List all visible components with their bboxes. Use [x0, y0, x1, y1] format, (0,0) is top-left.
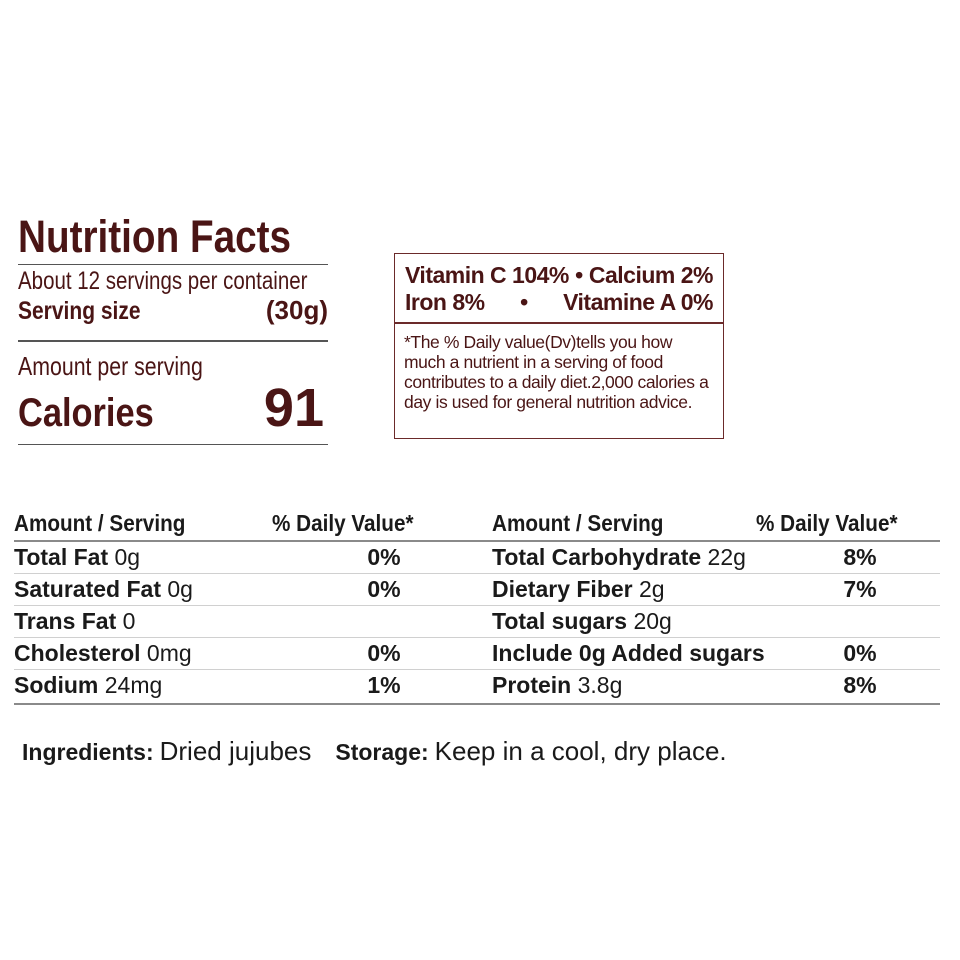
amount-per-serving-label: Amount per serving	[18, 351, 203, 381]
nutrient-name: Protein	[492, 671, 572, 698]
calcium: Calcium 2%	[588, 262, 714, 288]
nutrient-name: Dietary Fiber	[492, 575, 633, 602]
nutrient-amount: 2g	[639, 575, 665, 602]
header-amount-left: Amount / Serving	[14, 509, 186, 536]
nutrient-name: Trans Fat	[14, 607, 117, 634]
nutrient-amount: 0g	[167, 575, 193, 602]
daily-value-percent: 1%	[367, 671, 401, 698]
daily-value-percent: 0%	[367, 543, 401, 570]
divider	[18, 444, 328, 445]
nutrient-name: Saturated Fat	[14, 575, 161, 602]
table-header: Amount / Serving % Daily Value* Amount /…	[14, 506, 940, 540]
daily-value-percent: 8%	[843, 671, 877, 698]
divider	[18, 264, 328, 265]
storage-value: Keep in a cool, dry place.	[434, 736, 727, 766]
serving-size-label: Serving size	[18, 297, 141, 325]
storage-label: Storage:	[335, 739, 429, 765]
table-row: Saturated Fat 0g 0% Dietary Fiber 2g 7%	[14, 574, 940, 606]
nutrient-cell: Saturated Fat 0g	[14, 576, 272, 603]
calories-value: 91	[263, 378, 324, 438]
nutrient-cell: Total sugars 20g	[492, 608, 756, 635]
divider	[14, 702, 940, 705]
header-dv-right: % Daily Value*	[756, 509, 898, 536]
calories-row: Calories 91	[18, 380, 328, 436]
header-dv-left: % Daily Value*	[272, 509, 414, 536]
nutrient-amount: 20g	[633, 607, 672, 634]
nutrient-name: Total Carbohydrate	[492, 543, 702, 570]
nutrient-amount: 0g	[114, 543, 141, 570]
serving-size-value: (30g)	[265, 295, 328, 325]
vitamins-box: Vitamin C 104% • Calcium 2% Iron 8% • Vi…	[394, 253, 724, 439]
nutrient-name: Include 0g Added sugars	[492, 639, 765, 666]
nutrient-cell: Dietary Fiber 2g	[492, 576, 756, 603]
bullet: •	[575, 262, 583, 288]
daily-value-percent: 0%	[843, 639, 877, 666]
iron: Iron 8%	[405, 289, 485, 315]
nutrient-name: Cholesterol	[14, 639, 141, 666]
nutrient-name: Total Fat	[14, 543, 109, 570]
nutrient-cell: Total Carbohydrate 22g	[492, 544, 756, 571]
divider	[18, 340, 328, 342]
vitamin-line-2: Iron 8% • Vitamine A 0%	[395, 289, 723, 316]
nutrient-cell: Cholesterol 0mg	[14, 640, 272, 667]
daily-value-percent: 7%	[843, 575, 877, 602]
nutrient-cell: Total Fat 0g	[14, 544, 272, 571]
vitamin-c: Vitamin C 104%	[405, 262, 569, 288]
nutrient-amount: 22g	[707, 543, 746, 570]
nutrient-amount: 0	[122, 607, 136, 634]
daily-value-percent: 0%	[367, 575, 401, 602]
ingredients-label: Ingredients:	[22, 739, 154, 765]
nutrient-cell: Include 0g Added sugars	[492, 640, 765, 667]
table-body: Total Fat 0g 0% Total Carbohydrate 22g 8% Sa…	[14, 542, 940, 701]
nutrition-facts-panel: Nutrition Facts About 12 servings per co…	[18, 214, 328, 445]
nutrient-name: Total sugars	[492, 607, 628, 634]
nutrient-amount: 0mg	[146, 639, 192, 666]
vitamin-a: Vitamine A 0%	[563, 289, 713, 315]
nutrition-facts-title: Nutrition Facts	[18, 211, 292, 262]
nutrient-name: Sodium	[14, 671, 99, 698]
bullet: •	[520, 289, 528, 315]
daily-value-note: *The % Daily value(Dv)tells you how much…	[404, 331, 709, 412]
table-row: Cholesterol 0mg 0% Include 0g Added sugars…	[14, 638, 940, 670]
table-row: Trans Fat 0 Total sugars 20g	[14, 606, 940, 638]
nutrient-amount: 24mg	[104, 671, 163, 698]
vitamin-line-1: Vitamin C 104% • Calcium 2%	[395, 262, 723, 289]
nutrient-cell: Protein 3.8g	[492, 672, 756, 699]
nutrient-table: Amount / Serving % Daily Value* Amount /…	[14, 506, 940, 705]
serving-size-row: Serving size (30g)	[18, 295, 328, 326]
ingredients-footer: Ingredients: Dried jujubes Storage: Keep in…	[22, 736, 922, 767]
divider	[395, 322, 723, 324]
nutrient-amount: 3.8g	[577, 671, 623, 698]
nutrient-cell: Trans Fat 0	[14, 608, 272, 635]
table-row: Sodium 24mg 1% Protein 3.8g 8%	[14, 670, 940, 701]
daily-value-percent: 8%	[843, 543, 877, 570]
ingredients-value: Dried jujubes	[159, 736, 312, 766]
calories-label: Calories	[18, 391, 154, 435]
servings-per-container: About 12 servings per container	[18, 267, 308, 295]
header-amount-right: Amount / Serving	[492, 509, 664, 536]
divider	[14, 540, 940, 542]
table-row: Total Fat 0g 0% Total Carbohydrate 22g 8%	[14, 542, 940, 574]
daily-value-percent: 0%	[367, 639, 401, 666]
nutrient-cell: Sodium 24mg	[14, 672, 272, 699]
